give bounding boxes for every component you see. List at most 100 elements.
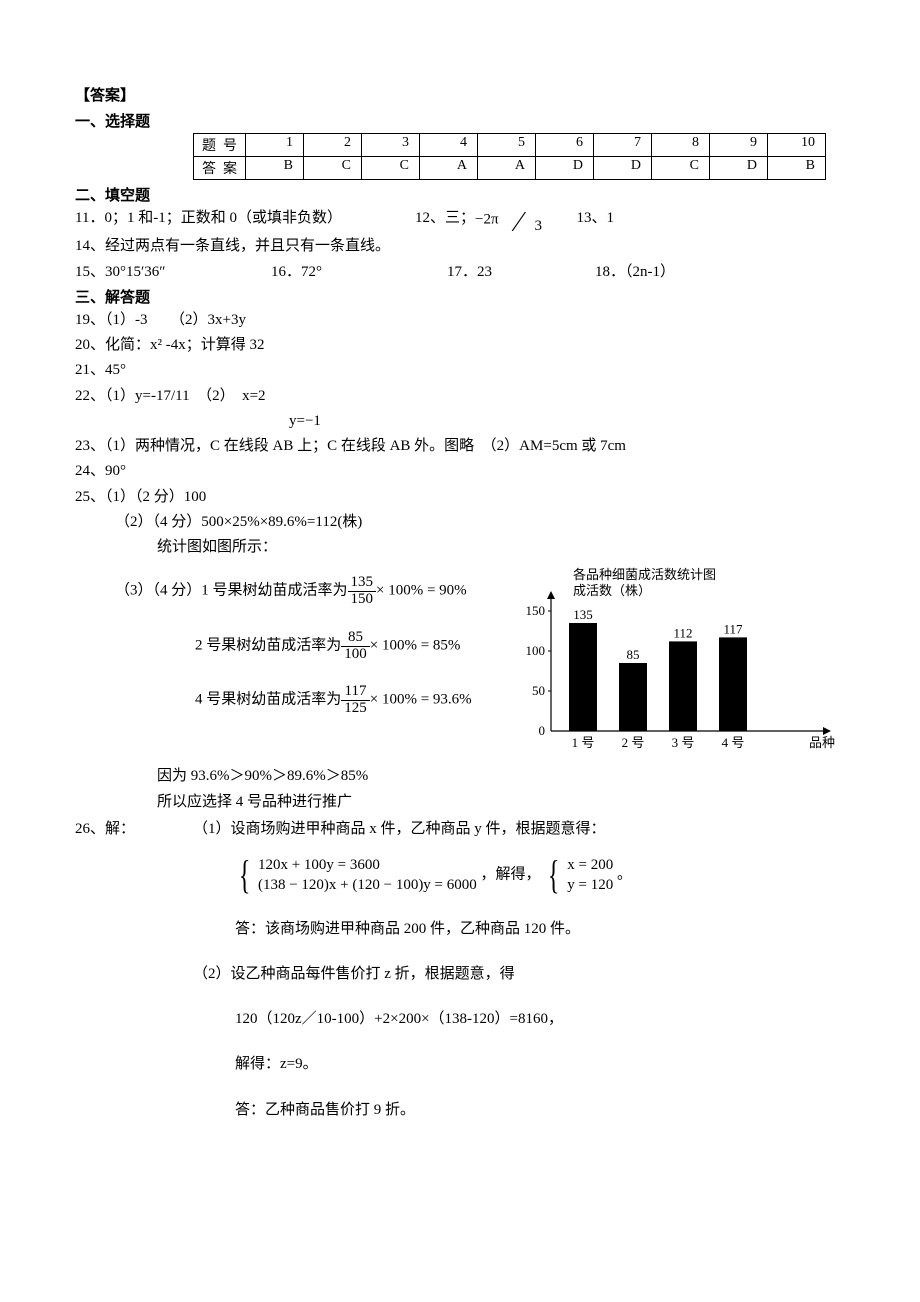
bar-chart: 各品种细菌成活数统计图成活数（株） 0 50 100 150 135 1 号 85 2 号 112… xyxy=(515,561,835,761)
svg-text:135: 135 xyxy=(573,607,593,622)
fraction: 85100 xyxy=(341,630,370,663)
fill-line-11-13: 11．0；1 和-1；正数和 0（或填非负数） 12、三； −2π⁄3 13、1 xyxy=(75,207,845,233)
row-label: 题号 xyxy=(194,134,246,157)
svg-text:100: 100 xyxy=(526,643,546,658)
ans-25-conclusion: 所以应选择 4 号品种进行推广 xyxy=(75,791,845,814)
q-cell: 6 xyxy=(536,134,594,157)
q-cell: 7 xyxy=(594,134,652,157)
equation-system: { 120x + 100y = 3600 (138 − 120)x + (120… xyxy=(75,855,845,896)
q-cell: 3 xyxy=(362,134,420,157)
frac-post: × 100% = 93.6% xyxy=(370,692,472,708)
ans-26-1-answer: 答：该商场购进甲种商品 200 件，乙种商品 120 件。 xyxy=(75,918,845,941)
section1-title: 一、选择题 xyxy=(75,110,845,131)
section2-title: 二、填空题 xyxy=(75,184,845,205)
a-cell: A xyxy=(478,157,536,180)
ans-11: 11．0；1 和-1；正数和 0（或填非负数） xyxy=(75,207,415,233)
svg-text:3 号: 3 号 xyxy=(672,735,695,750)
ans-13: 13、1 xyxy=(577,207,615,233)
frac-post: × 100% = 90% xyxy=(376,583,467,599)
ans-17: 17．23 xyxy=(447,261,595,284)
svg-text:成活数（株）: 成活数（株） xyxy=(573,583,651,598)
q-cell: 2 xyxy=(304,134,362,157)
ans-16: 16．72° xyxy=(271,261,447,284)
q-cell: 8 xyxy=(652,134,710,157)
q26-label: 26、解： xyxy=(75,818,193,841)
row-label: 答案 xyxy=(194,157,246,180)
q-cell: 1 xyxy=(246,134,304,157)
ans-25-2b: 统计图如图所示： xyxy=(75,536,845,559)
frac-pre: 4 号果树幼苗成活率为 xyxy=(195,692,341,708)
diag-fraction: ⁄3 xyxy=(499,207,547,233)
answer-header: 【答案】 xyxy=(75,85,845,108)
mc-answer-table: 题号 1 2 3 4 5 6 7 8 9 10 答案 B C C A A D D… xyxy=(193,133,826,180)
ans-25-2: （2）（4 分）500×25%×89.6%=112(株) xyxy=(75,511,845,534)
frac-post: × 100% = 85% xyxy=(370,637,461,653)
ans-20: 20、化简：x² -4x；计算得 32 xyxy=(75,334,845,357)
svg-text:4 号: 4 号 xyxy=(722,735,745,750)
svg-text:117: 117 xyxy=(723,622,743,637)
eq-col-1: 120x + 100y = 3600 (138 − 120)x + (120 −… xyxy=(258,855,477,896)
ans-25-1: 25、（1）（2 分）100 xyxy=(75,486,845,509)
a-cell: D xyxy=(710,157,768,180)
a-cell: D xyxy=(594,157,652,180)
ans-23: 23、（1）两种情况，C 在线段 AB 上；C 在线段 AB 外。图略 （2）A… xyxy=(75,435,845,458)
a-cell: A xyxy=(420,157,478,180)
section3-title: 三、解答题 xyxy=(75,286,845,307)
svg-text:0: 0 xyxy=(539,723,546,738)
svg-text:50: 50 xyxy=(532,683,545,698)
ans-19: 19、（1）-3 （2）3x+3y xyxy=(75,309,845,332)
q-cell: 9 xyxy=(710,134,768,157)
a-cell: B xyxy=(246,157,304,180)
ans-14: 14、经过两点有一条直线，并且只有一条直线。 xyxy=(75,235,845,258)
ans-26-2-answer: 答：乙种商品售价打 9 折。 xyxy=(75,1099,845,1122)
ans-26-intro: 26、解：（1）设商场购进甲种商品 x 件，乙种商品 y 件，根据题意得： xyxy=(75,818,845,841)
ans-26-2-setup: （2）设乙种商品每件售价打 z 折，根据题意，得 xyxy=(75,963,845,986)
svg-text:1 号: 1 号 xyxy=(572,735,595,750)
q-cell: 5 xyxy=(478,134,536,157)
frac-pre: −2π xyxy=(475,212,499,228)
ans-12-label: 12、三； xyxy=(415,207,475,233)
eq-line: 120x + 100y = 3600 xyxy=(258,855,477,875)
svg-text:各品种细菌成活数统计图: 各品种细菌成活数统计图 xyxy=(573,567,716,582)
ans-25-3a: （3）（4 分）1 号果树幼苗成活率为135150× 100% = 90% xyxy=(75,575,505,608)
a-cell: D xyxy=(536,157,594,180)
q26-setup: （1）设商场购进甲种商品 x 件，乙种商品 y 件，根据题意得： xyxy=(193,821,606,837)
svg-text:150: 150 xyxy=(526,603,546,618)
ans-24: 24、90° xyxy=(75,460,845,483)
table-row: 答案 B C C A A D D C D B xyxy=(194,157,826,180)
frac-pre: （3）（4 分）1 号果树幼苗成活率为 xyxy=(115,583,348,599)
svg-text:112: 112 xyxy=(673,626,692,641)
svg-text:品种: 品种 xyxy=(809,735,835,750)
eq-line: y = 120 xyxy=(567,875,613,895)
fraction: 117125 xyxy=(341,684,370,717)
ans-12-value: −2π⁄3 xyxy=(475,207,547,233)
svg-text:2 号: 2 号 xyxy=(622,735,645,750)
a-cell: C xyxy=(652,157,710,180)
ans-25-3b: 2 号果树幼苗成活率为85100× 100% = 85% xyxy=(75,630,505,663)
eq-line: x = 200 xyxy=(567,855,613,875)
a-cell: B xyxy=(768,157,826,180)
eq-line: (138 − 120)x + (120 − 100)y = 6000 xyxy=(258,875,477,895)
left-brace-icon: { xyxy=(548,855,560,895)
ans-22a: 22、（1）y=-17/11 （2） x=2 xyxy=(75,385,845,408)
ans-26-2-eq: 120（120z／10-100）+2×200×（138-120）=8160， xyxy=(75,1008,845,1031)
eq-col-2: x = 200 y = 120 xyxy=(567,855,613,896)
ans-25-compare: 因为 93.6%＞90%＞89.6%＞85% xyxy=(75,765,845,788)
table-row: 题号 1 2 3 4 5 6 7 8 9 10 xyxy=(194,134,826,157)
q-cell: 4 xyxy=(420,134,478,157)
ans-18: 18．（2n-1） xyxy=(595,261,675,284)
ans-22b: y=−1 xyxy=(75,410,845,433)
ans-21: 21、45° xyxy=(75,359,845,382)
frac-pre: 2 号果树幼苗成活率为 xyxy=(195,637,341,653)
ans-26-2-solve: 解得：z=9。 xyxy=(75,1053,845,1076)
eq-mid: ，解得， xyxy=(481,867,541,883)
fill-line-15-18: 15、30°15′36″ 16．72° 17．23 18．（2n-1） xyxy=(75,261,845,284)
a-cell: C xyxy=(362,157,420,180)
left-brace-icon: { xyxy=(239,855,251,895)
svg-text:85: 85 xyxy=(627,647,640,662)
eq-end: 。 xyxy=(617,867,632,883)
a-cell: C xyxy=(304,157,362,180)
fraction: 135150 xyxy=(348,575,377,608)
ans-15: 15、30°15′36″ xyxy=(75,261,271,284)
ans-25-3c: 4 号果树幼苗成活率为117125× 100% = 93.6% xyxy=(75,684,505,717)
